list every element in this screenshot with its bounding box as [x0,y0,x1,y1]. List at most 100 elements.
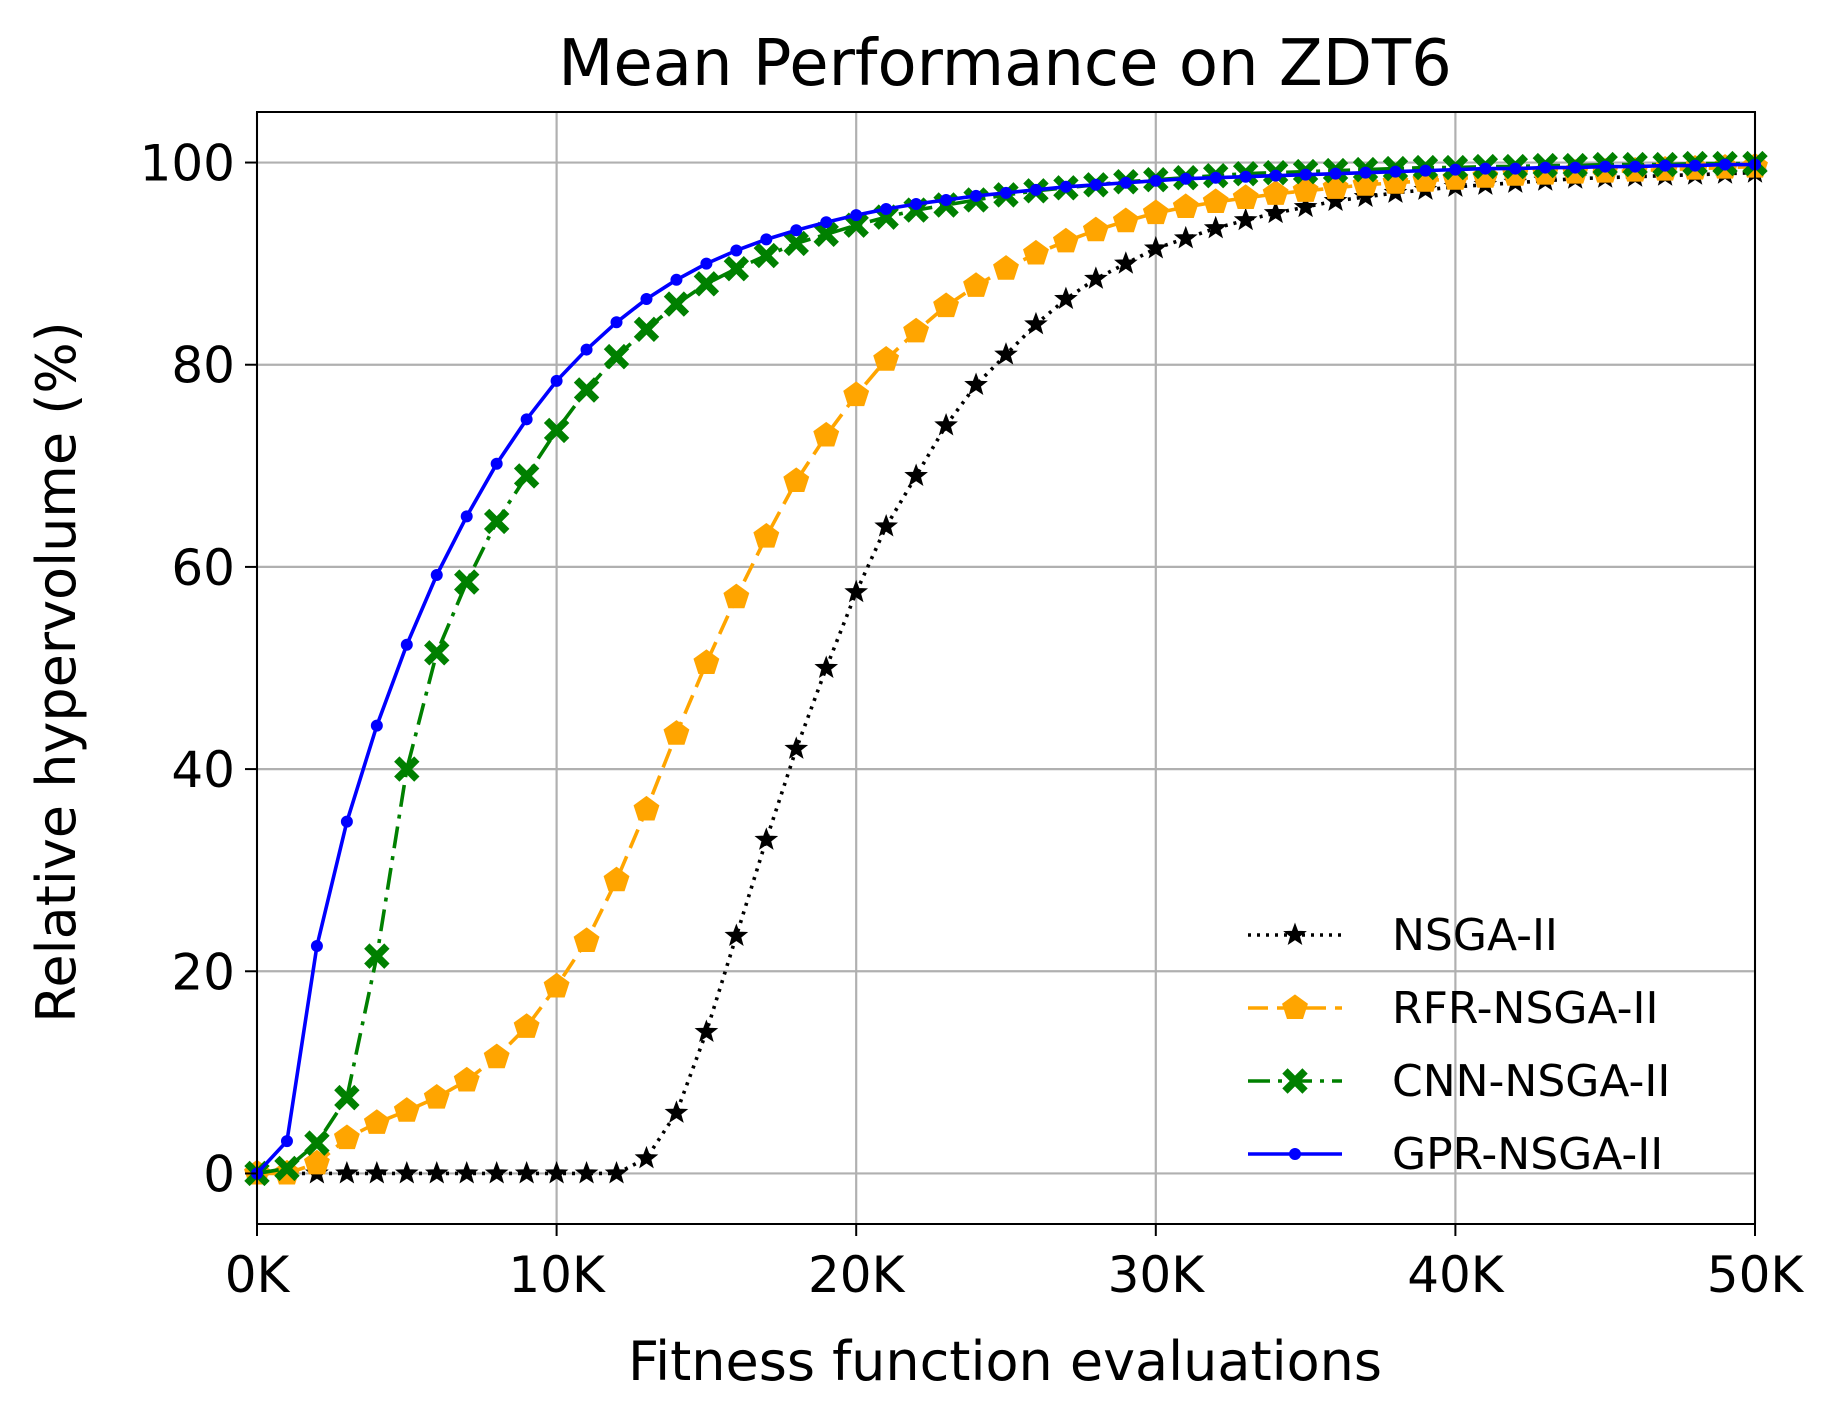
data-point-rfr-nsga-ii [663,720,690,745]
data-point-cnn-nsga-ii [274,1155,300,1182]
data-point-cnn-nsga-ii [334,1084,360,1111]
data-point-nsga-ii [784,736,809,759]
y-tick-label: 20 [171,943,235,1001]
legend-label-gpr-nsga-ii: GPR-NSGA-II [1392,1129,1663,1180]
data-point-nsga-ii [394,1161,419,1184]
data-point-rfr-nsga-ii [903,317,930,343]
data-point-cnn-nsga-ii [364,943,390,969]
data-point-rfr-nsga-ii [963,272,989,297]
data-point-cnn-nsga-ii [513,463,540,489]
data-point-gpr-nsga-ii [970,189,983,202]
data-point-rfr-nsga-ii [1232,184,1259,209]
data-point-rfr-nsga-ii [1202,188,1229,213]
data-point-nsga-ii [844,579,869,603]
data-point-cnn-nsga-ii [304,1130,330,1156]
y-tick-label: 100 [140,135,235,193]
legend-marker-rfr-nsga-ii [1282,994,1308,1020]
data-point-nsga-ii [934,412,958,436]
data-point-gpr-nsga-ii [790,224,803,237]
data-point-rfr-nsga-ii [1023,239,1049,265]
y-tick-label: 80 [171,337,235,395]
data-point-nsga-ii [1233,207,1258,231]
data-point-gpr-nsga-ii [850,209,863,222]
data-point-nsga-ii [754,827,779,850]
data-point-rfr-nsga-ii [1112,207,1139,233]
x-tick-label: 0K [225,1246,291,1304]
y-tick-label: 60 [171,539,235,597]
data-point-gpr-nsga-ii [700,257,713,270]
data-point-gpr-nsga-ii [520,413,533,426]
data-point-cnn-nsga-ii [394,756,420,782]
series-layer [244,150,1768,1187]
data-point-rfr-nsga-ii [483,1043,510,1069]
legend-label-nsga-ii: NSGA-II [1392,910,1558,961]
data-point-gpr-nsga-ii [1539,161,1552,174]
data-point-rfr-nsga-ii [363,1109,390,1134]
data-point-rfr-nsga-ii [303,1149,330,1175]
data-point-gpr-nsga-ii [1719,158,1732,171]
data-point-gpr-nsga-ii [760,233,773,246]
grid [255,112,1757,1224]
data-point-gpr-nsga-ii [370,719,383,732]
data-point-gpr-nsga-ii [1569,161,1582,174]
data-point-gpr-nsga-ii [1359,166,1372,179]
data-point-gpr-nsga-ii [1149,174,1162,187]
x-axis-label: Fitness function evaluations [628,1330,1382,1393]
series-gpr-nsga-ii [251,158,1761,1180]
data-point-cnn-nsga-ii [424,640,450,666]
data-point-gpr-nsga-ii [1059,180,1072,193]
legend-label-rfr-nsga-ii: RFR-NSGA-II [1392,983,1658,1034]
plot-frame [256,111,1756,1225]
data-point-rfr-nsga-ii [603,866,630,892]
data-point-rfr-nsga-ii [333,1124,360,1150]
data-point-rfr-nsga-ii [753,522,780,548]
data-point-rfr-nsga-ii [453,1066,480,1092]
data-point-nsga-ii [1084,266,1108,289]
data-point-rfr-nsga-ii [1172,193,1199,219]
data-point-cnn-nsga-ii [543,417,570,444]
data-point-nsga-ii [1293,194,1318,218]
data-point-nsga-ii [365,1161,389,1184]
data-point-cnn-nsga-ii [454,569,480,595]
series-rfr-nsga-ii [244,152,1768,1185]
data-point-nsga-ii [1173,225,1198,249]
data-point-nsga-ii [1263,200,1288,224]
legend: NSGA-II RFR-NSGA-II CNN-NSGA-II GPR-NSGA-II [1248,910,1670,1180]
data-point-gpr-nsga-ii [1599,160,1612,173]
data-point-nsga-ii [514,1161,539,1184]
data-point-gpr-nsga-ii [580,343,593,356]
data-point-cnn-nsga-ii [663,291,690,317]
data-point-rfr-nsga-ii [1262,180,1289,205]
data-point-nsga-ii [994,342,1018,365]
data-point-nsga-ii [454,1161,479,1184]
data-point-cnn-nsga-ii [753,242,780,269]
data-point-gpr-nsga-ii [1179,172,1192,185]
data-point-gpr-nsga-ii [910,197,923,210]
data-point-rfr-nsga-ii [1082,216,1109,242]
legend-label-cnn-nsga-ii: CNN-NSGA-II [1392,1056,1670,1107]
x-tick-label: 40K [1407,1246,1505,1304]
data-point-nsga-ii [335,1161,359,1184]
data-point-gpr-nsga-ii [1419,164,1432,177]
data-point-nsga-ii [1054,286,1078,310]
data-point-nsga-ii [814,655,839,679]
data-point-gpr-nsga-ii [310,940,323,952]
data-point-gpr-nsga-ii [460,510,473,523]
data-point-cnn-nsga-ii [693,271,720,297]
legend-marker-nsga-ii [1283,922,1307,946]
data-point-rfr-nsga-ii [573,927,600,952]
data-point-nsga-ii [904,463,928,486]
data-point-nsga-ii [484,1161,509,1184]
data-point-gpr-nsga-ii [610,316,623,329]
data-point-nsga-ii [544,1161,569,1184]
data-point-nsga-ii [424,1161,449,1184]
data-point-nsga-ii [694,1019,719,1042]
legend-marker-gpr-nsga-ii [1289,1148,1301,1160]
data-point-nsga-ii [874,514,898,537]
data-point-gpr-nsga-ii [1479,162,1492,175]
data-point-nsga-ii [964,372,988,396]
data-point-gpr-nsga-ii [1659,159,1672,172]
data-point-gpr-nsga-ii [1389,165,1402,178]
